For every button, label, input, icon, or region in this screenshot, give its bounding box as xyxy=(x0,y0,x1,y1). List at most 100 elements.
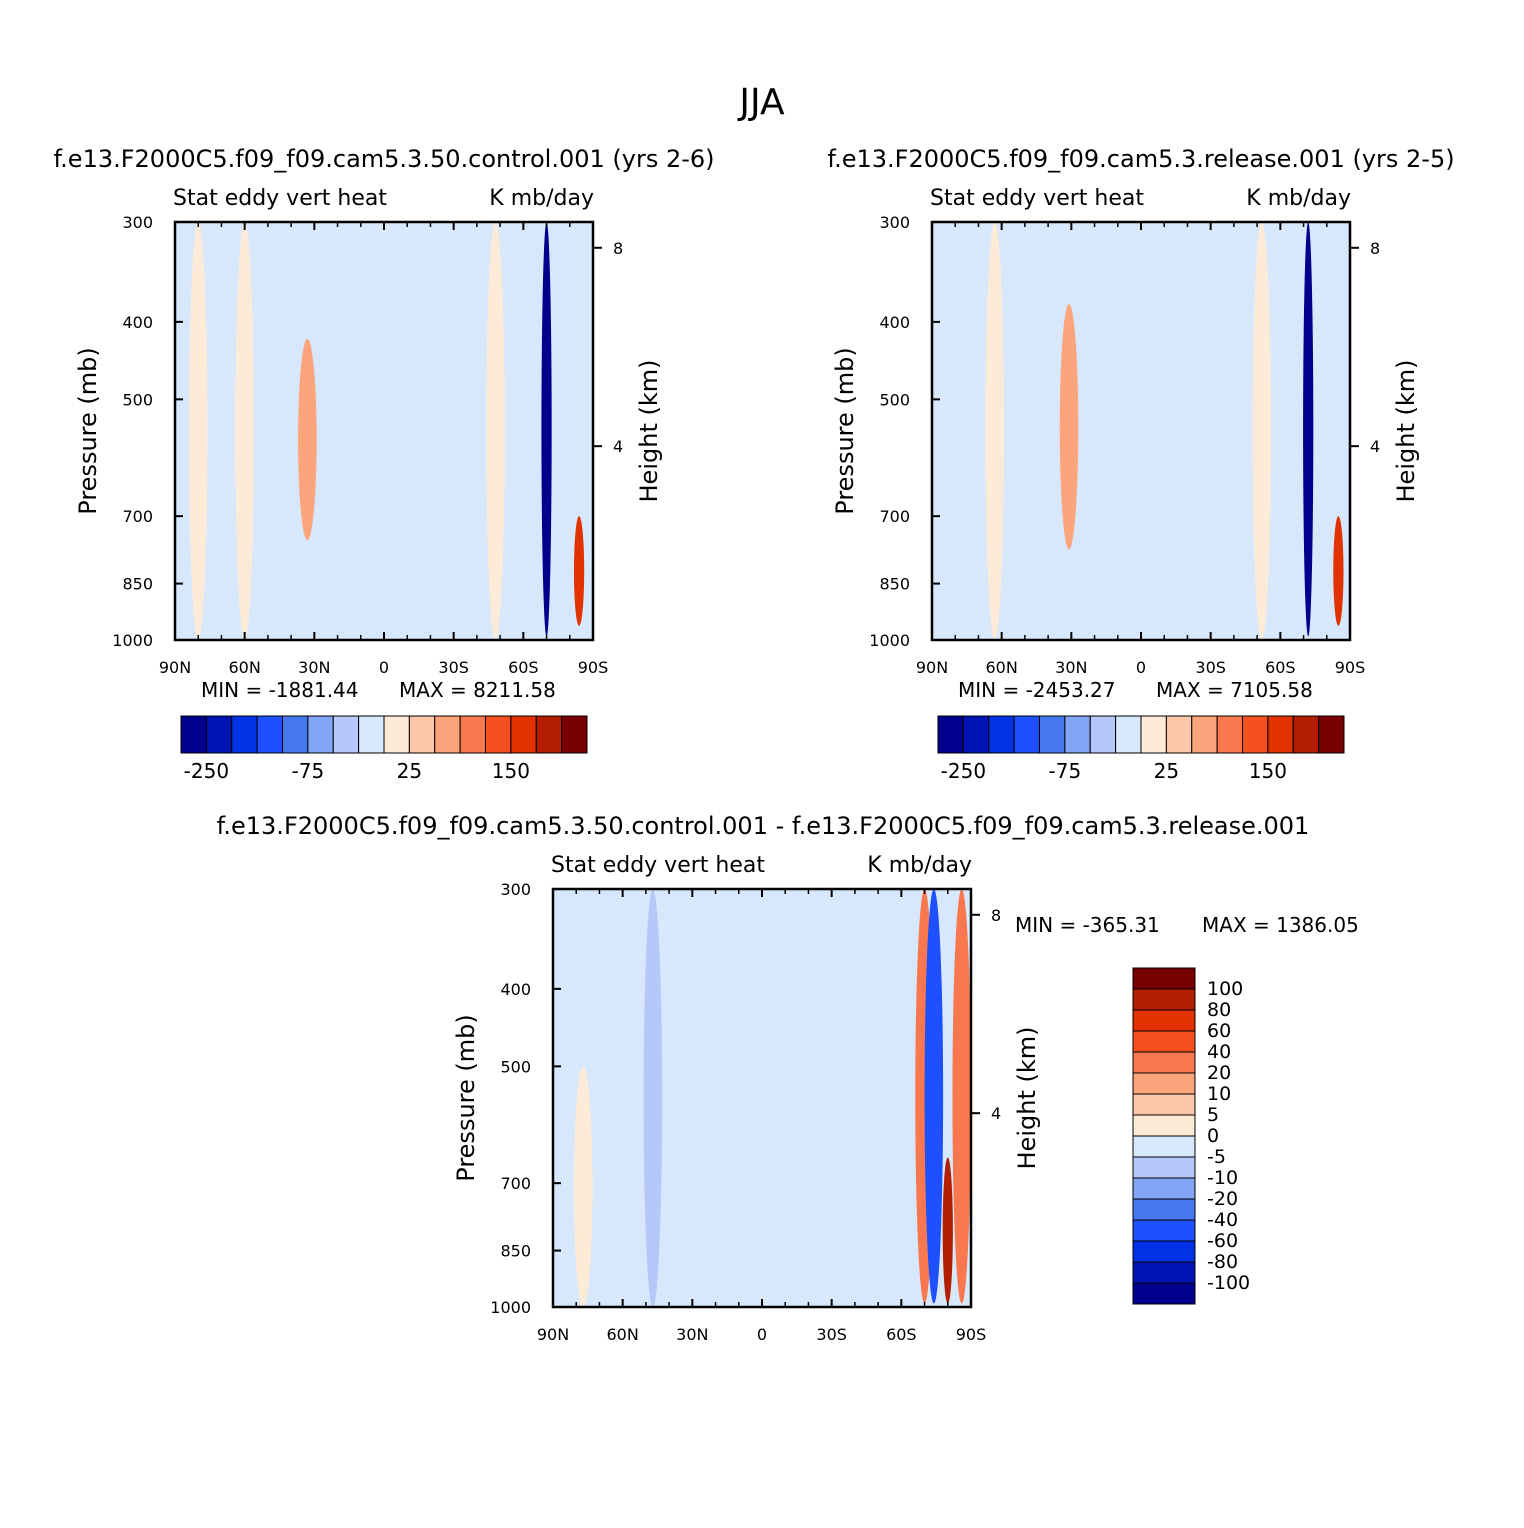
max-label: MAX = 8211.58 xyxy=(399,678,556,702)
y-tick-label: 1000 xyxy=(490,1298,531,1317)
field-feature xyxy=(486,222,505,640)
colorbar-swatch xyxy=(535,715,563,754)
x-tick-label: 0 xyxy=(757,1325,767,1344)
colorbar-swatch xyxy=(1132,1261,1196,1284)
field-feature xyxy=(942,1157,953,1304)
heatmap-field xyxy=(175,222,593,640)
colorbar-swatch xyxy=(1132,1156,1196,1179)
field-background xyxy=(553,889,971,1307)
y-tick-label: 300 xyxy=(122,213,153,232)
colorbar-swatch xyxy=(358,715,385,754)
max-label: MAX = 7105.58 xyxy=(1156,678,1313,702)
colorbar-label: -250 xyxy=(941,759,986,783)
colorbar-swatch xyxy=(510,715,537,754)
x-tick-label: 30S xyxy=(816,1325,847,1344)
y-right-tick-label: 8 xyxy=(613,239,623,258)
y-tick-label: 850 xyxy=(122,575,153,594)
y-tick-label: 1000 xyxy=(112,631,153,650)
colorbar-swatch xyxy=(180,715,207,754)
y-tick-label: 400 xyxy=(500,980,531,999)
y-tick-label: 1000 xyxy=(869,631,910,650)
x-tick-label: 60N xyxy=(607,1325,639,1344)
x-tick-label: 60N xyxy=(229,658,261,677)
max-label: MAX = 1386.05 xyxy=(1202,913,1359,937)
x-tick-label: 60N xyxy=(986,658,1018,677)
plot-subtitle-right: K mb/day xyxy=(489,186,594,211)
colorbar-swatch xyxy=(1132,1219,1196,1242)
y-right-tick-label: 4 xyxy=(991,1104,1001,1123)
field-feature xyxy=(952,889,971,1304)
colorbar-swatch xyxy=(1132,1177,1196,1200)
colorbar-swatch xyxy=(1267,715,1294,754)
field-feature xyxy=(541,222,552,637)
y-axis-right-label: Height (km) xyxy=(635,360,663,503)
y-tick-label: 850 xyxy=(879,575,910,594)
field-feature xyxy=(1333,516,1344,626)
colorbar-swatch xyxy=(937,715,964,754)
colorbar-label: -40 xyxy=(1207,1209,1238,1231)
colorbar-label: -75 xyxy=(292,759,325,783)
colorbar-label: 150 xyxy=(492,759,530,783)
colorbar-label: -80 xyxy=(1207,1251,1238,1273)
panel-difference: f.e13.F2000C5.f09_f09.cam5.3.50.control.… xyxy=(217,812,1359,1344)
colorbar-swatch xyxy=(1039,715,1066,754)
x-tick-label: 0 xyxy=(1136,658,1146,677)
colorbar-swatch xyxy=(561,715,588,754)
y-tick-label: 400 xyxy=(122,313,153,332)
colorbar-swatch xyxy=(231,715,258,754)
colorbar-label: 60 xyxy=(1207,1020,1231,1042)
x-tick-label: 30N xyxy=(676,1325,708,1344)
panel-release: f.e13.F2000C5.f09_f09.cam5.3.release.001… xyxy=(827,145,1454,783)
plot-subtitle-right: K mb/day xyxy=(1246,186,1351,211)
panel-control: f.e13.F2000C5.f09_f09.cam5.3.50.control.… xyxy=(53,145,714,783)
colorbar-label: -100 xyxy=(1207,1272,1250,1294)
colorbar-swatch xyxy=(1132,1093,1196,1116)
colorbar: -250 -75 25 150 xyxy=(937,715,1345,783)
colorbar-label: 5 xyxy=(1207,1104,1219,1126)
field-feature xyxy=(985,222,1004,640)
axis-ticks: 90N 60N 30N 0 30S 60S 90S 300 400 500 700 850 1000 8 4 xyxy=(869,213,1380,677)
colorbar-swatch xyxy=(408,715,436,754)
colorbar-swatch xyxy=(1132,1198,1196,1221)
x-tick-label: 60S xyxy=(1265,658,1296,677)
field-feature xyxy=(1252,222,1272,640)
colorbar: -250 -75 25 150 xyxy=(180,715,588,783)
field-feature xyxy=(924,889,944,1304)
x-tick-label: 60S xyxy=(508,658,539,677)
y-tick-label: 700 xyxy=(500,1174,531,1193)
colorbar-swatch xyxy=(459,715,486,754)
colorbar-swatch xyxy=(1140,715,1167,754)
field-feature xyxy=(573,1066,593,1307)
colorbar-swatch xyxy=(1165,715,1193,754)
colorbar-swatch xyxy=(1132,1282,1196,1305)
x-tick-label: 30S xyxy=(438,658,469,677)
colorbar-label: 10 xyxy=(1207,1083,1231,1105)
colorbar-label: 40 xyxy=(1207,1041,1231,1063)
axis-ticks: 90N 60N 30N 0 30S 60S 90S 300 400 500 700 850 1000 8 4 xyxy=(112,213,623,677)
colorbar-label: 25 xyxy=(397,759,422,783)
colorbar-label: 100 xyxy=(1207,978,1243,1000)
colorbar-swatch xyxy=(1132,1072,1196,1095)
colorbar-swatch xyxy=(1132,1009,1196,1032)
colorbar-swatch xyxy=(1132,1114,1196,1137)
y-axis-label: Pressure (mb) xyxy=(452,1014,480,1181)
colorbar-swatch xyxy=(1132,988,1196,1011)
colorbar-label: 20 xyxy=(1207,1062,1231,1084)
panel-title: f.e13.F2000C5.f09_f09.cam5.3.release.001… xyxy=(827,145,1454,173)
colorbar-swatch xyxy=(1292,715,1320,754)
colorbar-swatch xyxy=(434,715,461,754)
x-tick-label: 90S xyxy=(956,1325,987,1344)
x-tick-label: 90N xyxy=(916,658,948,677)
field-feature xyxy=(1303,222,1314,637)
x-tick-label: 90N xyxy=(159,658,191,677)
colorbar-label: -5 xyxy=(1207,1146,1226,1168)
y-tick-label: 300 xyxy=(500,880,531,899)
colorbar-label: -75 xyxy=(1049,759,1082,783)
x-tick-label: 90S xyxy=(1335,658,1366,677)
field-feature xyxy=(298,338,317,541)
y-tick-label: 500 xyxy=(879,390,910,409)
colorbar-label: -10 xyxy=(1207,1167,1238,1189)
y-axis-right-label: Height (km) xyxy=(1392,360,1420,503)
